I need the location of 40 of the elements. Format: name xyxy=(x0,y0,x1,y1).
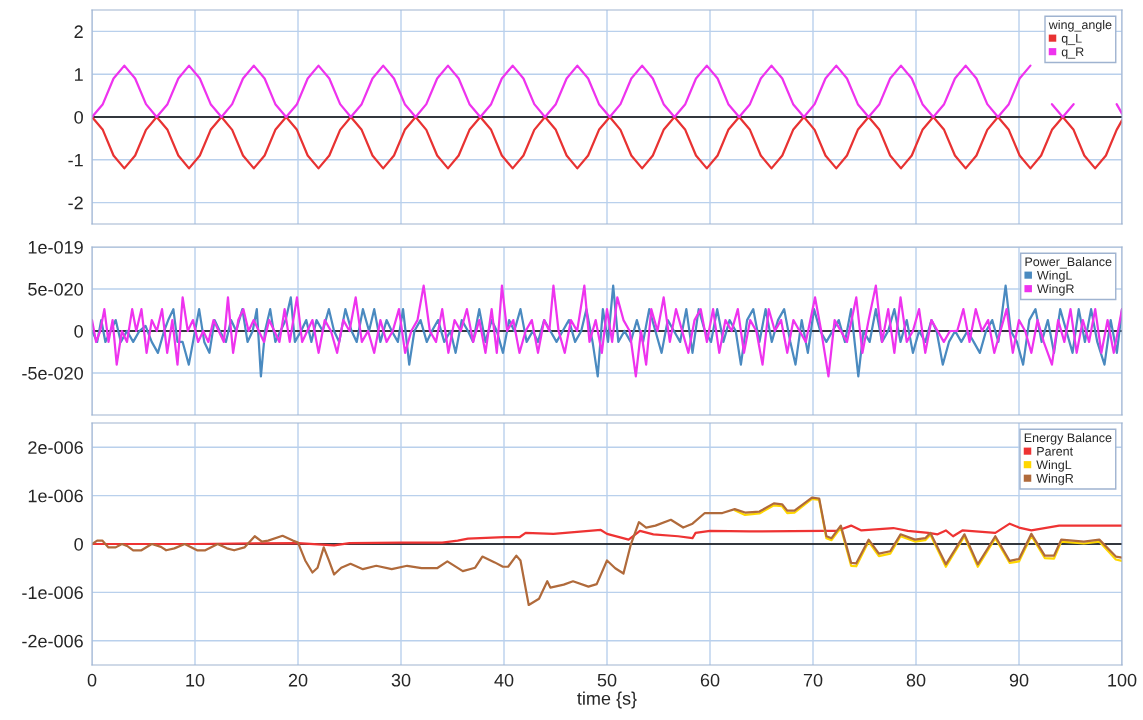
x-tick-label: 10 xyxy=(186,673,205,687)
legend-label: WingL xyxy=(1036,460,1072,472)
x-axis-title: time {s} xyxy=(577,691,637,709)
legend-label: q_L xyxy=(1061,33,1082,46)
y-tick-label: 5e-020 xyxy=(28,282,83,296)
legend-label: q_R xyxy=(1061,47,1084,59)
x-tick-label: 50 xyxy=(597,673,617,687)
y-tick-label: 1 xyxy=(75,68,83,81)
legend-title: Energy Balance xyxy=(1024,433,1112,445)
legend-label: Parent xyxy=(1037,446,1073,456)
y-tick-label: -1e-006 xyxy=(22,586,83,600)
x-tick-label: 60 xyxy=(700,673,720,687)
x-tick-label: 80 xyxy=(906,673,926,687)
y-tick-label: 1e-006 xyxy=(28,489,83,503)
legend-label: WingL xyxy=(1037,270,1072,283)
legend-label: WingR xyxy=(1037,284,1074,296)
y-tick-label: 2 xyxy=(74,25,83,38)
legend-title: wing_angle xyxy=(1048,20,1112,32)
y-tick-label: 1e-019 xyxy=(28,240,83,254)
line-series xyxy=(92,496,1122,607)
line-series xyxy=(733,497,1122,568)
x-tick-label: 70 xyxy=(803,673,823,687)
x-tick-label: 20 xyxy=(288,673,308,687)
x-tick-label: 100 xyxy=(1108,673,1137,687)
x-tick-label: 0 xyxy=(87,673,97,687)
y-tick-label: 2e-006 xyxy=(28,441,83,454)
x-tick-label: 30 xyxy=(391,673,411,687)
y-tick-label: 0 xyxy=(74,110,83,124)
y-tick-label: -1 xyxy=(68,153,83,167)
line-series xyxy=(92,522,1122,547)
x-tick-label: 40 xyxy=(494,673,514,687)
legend-title: Power_Balance xyxy=(1025,257,1112,269)
line-series xyxy=(92,115,1122,170)
y-tick-label: 0 xyxy=(74,537,83,551)
x-tick-label: 90 xyxy=(1009,673,1029,687)
y-tick-label: -2 xyxy=(68,196,83,210)
y-tick-label: -2e-006 xyxy=(22,634,83,648)
y-tick-label: 0 xyxy=(74,324,83,338)
y-tick-label: -5e-020 xyxy=(22,366,83,380)
legend-label: WingR xyxy=(1036,473,1074,486)
